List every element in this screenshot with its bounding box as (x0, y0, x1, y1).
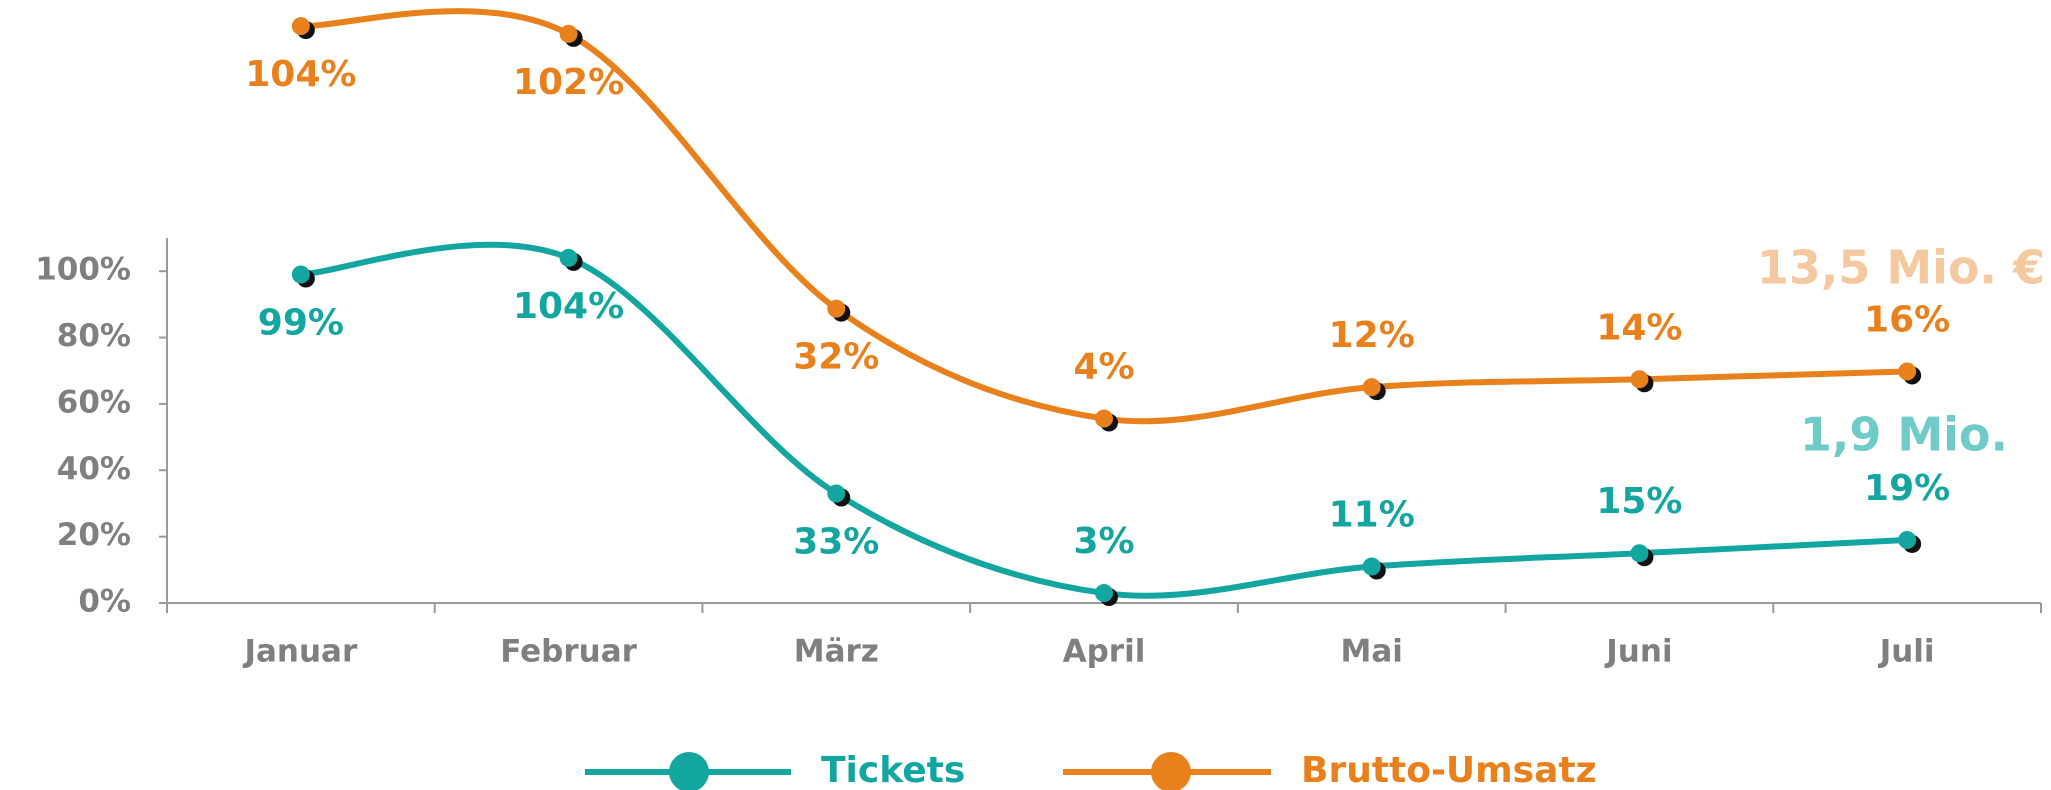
annotation: 1,9 Mio. (1800, 408, 2008, 462)
data-label: 14% (1596, 307, 1682, 348)
data-label: 104% (245, 54, 356, 95)
data-label: 102% (513, 62, 624, 103)
point (1898, 362, 1917, 381)
y-tick-label: 40% (57, 451, 131, 487)
point (1095, 409, 1113, 428)
y-tick-label: 20% (57, 517, 131, 553)
legend-marker (669, 752, 709, 790)
y-tick-label: 60% (57, 384, 131, 420)
point (1898, 530, 1917, 549)
x-tick-label: Mai (1341, 634, 1403, 670)
x-tick-label: März (794, 634, 879, 670)
point (291, 265, 310, 284)
data-label: 12% (1329, 315, 1415, 356)
point (827, 484, 846, 503)
data-label: 15% (1596, 481, 1682, 522)
data-label: 104% (513, 286, 624, 327)
point (1362, 378, 1381, 397)
x-tick-label: Juli (1878, 634, 1935, 670)
legend-label: Tickets (821, 750, 965, 790)
x-tick-label: Februar (500, 634, 637, 670)
y-tick-label: 0% (78, 584, 131, 620)
point (559, 248, 578, 267)
point (1095, 584, 1113, 603)
x-tick-label: April (1063, 634, 1146, 670)
legend-label: Brutto-Umsatz (1301, 750, 1597, 790)
annotation: 13,5 Mio. € (1757, 241, 2045, 295)
point (827, 299, 846, 318)
point (1362, 557, 1381, 576)
data-label: 4% (1073, 347, 1134, 388)
x-tick-label: Januar (242, 634, 358, 670)
data-label: 99% (258, 303, 344, 344)
legend-marker (1151, 752, 1191, 790)
y-tick-label: 80% (57, 318, 131, 354)
point (1630, 370, 1649, 389)
point (1630, 544, 1649, 563)
data-label: 32% (793, 337, 879, 378)
data-label: 33% (793, 522, 879, 563)
point (559, 24, 578, 43)
data-label: 3% (1073, 521, 1134, 562)
x-tick-label: Juni (1604, 634, 1672, 670)
y-tick-label: 100% (35, 252, 131, 288)
data-label: 11% (1329, 495, 1415, 536)
data-label: 19% (1864, 468, 1950, 509)
data-label: 16% (1864, 299, 1950, 340)
point (291, 17, 310, 36)
